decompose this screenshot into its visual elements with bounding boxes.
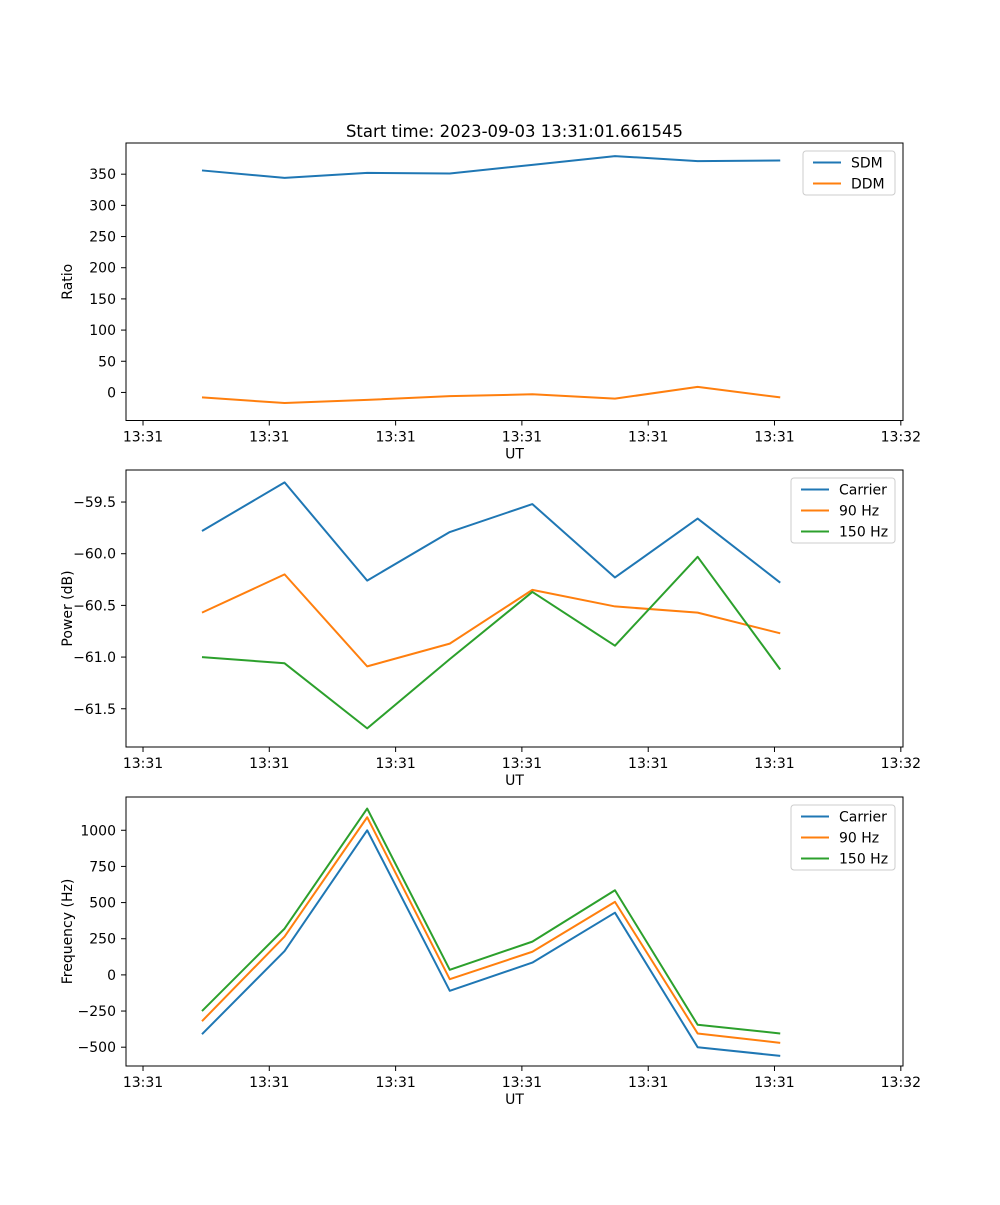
y-axis-tick-label: 250 [89, 932, 116, 948]
series-line-90-hz [201, 816, 781, 1044]
y-axis-tick-label: −500 [78, 1040, 116, 1056]
y-axis-tick-label: −61.5 [73, 702, 116, 718]
x-axis-tick-label: 13:32 [881, 1075, 921, 1091]
x-axis-label: UT [505, 773, 524, 789]
x-axis-tick-label: 13:31 [754, 430, 794, 446]
series-line-ddm [201, 385, 781, 405]
x-axis-tick-label: 13:31 [754, 756, 794, 772]
x-axis-tick-label: 13:31 [754, 1075, 794, 1091]
y-axis-tick-label: 350 [89, 167, 116, 183]
x-axis-tick-label: 13:31 [123, 430, 163, 446]
x-axis-tick-label: 13:31 [502, 756, 542, 772]
y-axis-tick-label: 1000 [80, 823, 116, 839]
y-axis-tick-label: −60.5 [73, 598, 116, 614]
legend-label: SDM [851, 156, 883, 172]
x-axis-tick-label: 13:31 [628, 1075, 668, 1091]
x-axis-label: UT [505, 1092, 524, 1108]
y-axis-tick-label: 750 [89, 859, 116, 875]
y-axis-tick-label: −59.5 [73, 495, 116, 511]
y-axis-tick-label: −250 [78, 1004, 116, 1020]
plot-area-3 [125, 796, 904, 1067]
y-axis-tick-label: −60.0 [73, 547, 116, 563]
plot-area-1 [125, 142, 904, 421]
x-axis-tick-label: 13:31 [375, 756, 415, 772]
x-axis-tick-label: 13:31 [375, 430, 415, 446]
legend-box [790, 804, 896, 871]
x-axis-tick-label: 13:31 [375, 1075, 415, 1091]
x-axis-tick-label: 13:31 [123, 756, 163, 772]
x-axis-tick-label: 13:31 [502, 430, 542, 446]
series-line-90-hz [201, 573, 781, 668]
legend-label: DDM [851, 177, 885, 193]
y-axis-tick-label: 250 [89, 230, 116, 246]
series-line-carrier [201, 481, 781, 584]
x-axis-tick-label: 13:32 [881, 756, 921, 772]
plot-area-2 [125, 469, 904, 748]
y-axis-tick-label: −61.0 [73, 650, 116, 666]
series-line-sdm [201, 155, 781, 179]
series-line-150-hz [201, 807, 781, 1035]
x-axis-tick-label: 13:31 [249, 756, 289, 772]
y-axis-tick-label: 0 [107, 385, 116, 401]
x-axis-tick-label: 13:31 [123, 1075, 163, 1091]
y-axis-tick-label: 500 [89, 896, 116, 912]
legend-label: 150 Hz [839, 525, 888, 541]
y-axis-tick-label: 200 [89, 261, 116, 277]
figure-title: Start time: 2023-09-03 13:31:01.661545 [346, 122, 683, 141]
legend-label: Carrier [839, 810, 887, 826]
legend-label: 150 Hz [839, 852, 888, 868]
legend-box [790, 477, 896, 544]
y-axis-tick-label: 100 [89, 323, 116, 339]
x-axis-tick-label: 13:31 [502, 1075, 542, 1091]
x-axis-tick-label: 13:31 [249, 430, 289, 446]
legend-label: Carrier [839, 483, 887, 499]
x-axis-tick-label: 13:32 [881, 430, 921, 446]
y-axis-label: Ratio [60, 264, 76, 300]
y-axis-tick-label: 300 [89, 198, 116, 214]
legend-label: 90 Hz [839, 504, 879, 520]
x-axis-tick-label: 13:31 [249, 1075, 289, 1091]
y-axis-label: Power (dB) [60, 570, 76, 646]
x-axis-tick-label: 13:31 [628, 756, 668, 772]
series-line-carrier [201, 829, 781, 1057]
y-axis-tick-label: 0 [107, 968, 116, 984]
x-axis-label: UT [505, 447, 524, 463]
y-axis-tick-label: 50 [98, 354, 116, 370]
series-line-150-hz [201, 555, 782, 730]
x-axis-tick-label: 13:31 [628, 430, 668, 446]
y-axis-tick-label: 150 [89, 292, 116, 308]
y-axis-label: Frequency (Hz) [60, 879, 76, 985]
legend-label: 90 Hz [839, 831, 879, 847]
